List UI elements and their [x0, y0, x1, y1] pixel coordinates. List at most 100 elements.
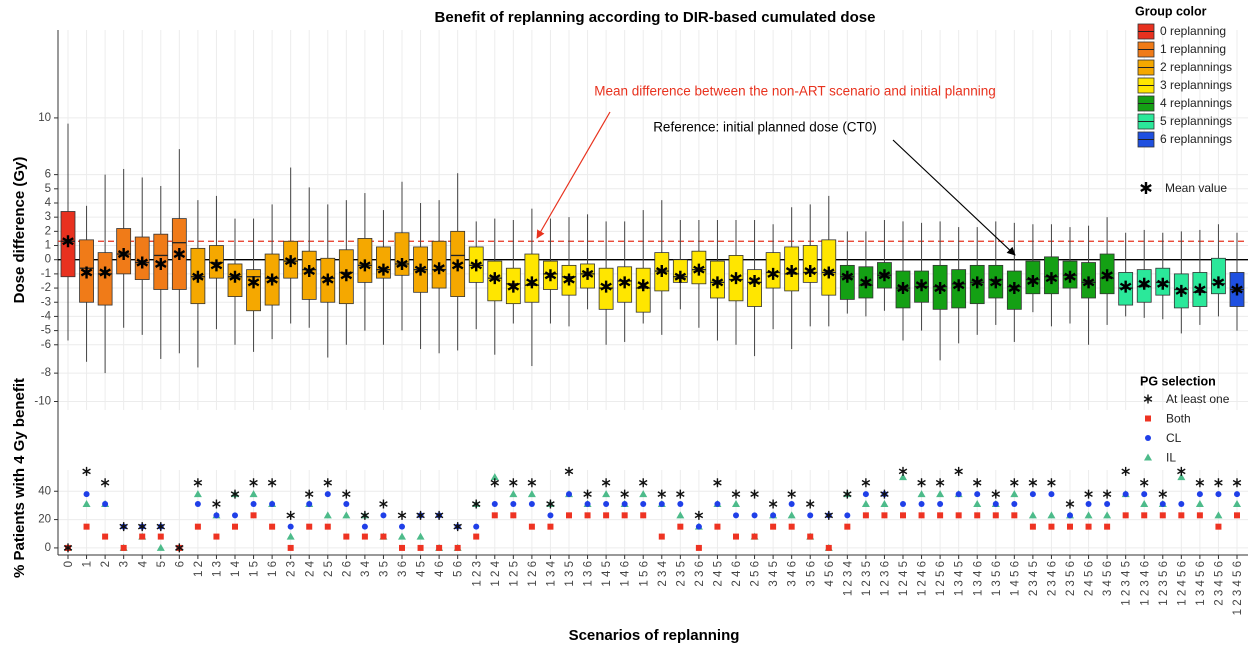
mean-marker [841, 270, 854, 283]
point [269, 501, 276, 507]
point [527, 478, 537, 488]
point [955, 512, 962, 519]
legend-label: Mean value [1165, 181, 1227, 195]
point [83, 523, 90, 530]
y-tick-label: 1 [45, 240, 51, 252]
legend-label: 3 replannings [1160, 78, 1232, 92]
point [1084, 489, 1093, 499]
legend-swatch [1140, 182, 1152, 194]
y-tick-label: -10 [34, 396, 51, 408]
mean-marker [507, 280, 520, 293]
point [992, 501, 999, 507]
y-tick-label: 40 [38, 485, 51, 497]
mean-marker [210, 259, 223, 272]
point [1159, 512, 1166, 519]
x-tick-label: 6 [174, 561, 186, 567]
x-tick-label: 2 3 [286, 561, 298, 577]
point [82, 500, 91, 507]
mean-marker [674, 270, 687, 283]
point [194, 523, 201, 530]
point [676, 511, 685, 519]
mean-marker [600, 280, 612, 293]
mean-marker [488, 272, 501, 285]
mean-marker [99, 266, 111, 279]
mean-marker [655, 265, 668, 278]
point [787, 511, 796, 519]
mean-marker [544, 269, 557, 282]
x-tick-label: 1 2 [193, 561, 205, 577]
point [1104, 523, 1111, 530]
box [1211, 257, 1226, 295]
x-tick-label: 1 2 3 4 6 [1139, 561, 1151, 606]
mean-marker [266, 273, 278, 286]
mean-marker [563, 273, 575, 286]
point [917, 478, 926, 488]
y-tick-label: 4 [45, 197, 52, 209]
legend-swatch [1145, 435, 1151, 441]
point [528, 501, 535, 507]
annotation: Reference: initial planned dose (CT0) [653, 120, 877, 135]
point [1233, 500, 1241, 507]
legend-label: Both [1166, 412, 1191, 426]
point [695, 544, 702, 551]
x-tick-label: 2 [100, 561, 112, 567]
point [880, 500, 889, 507]
mean-marker [526, 276, 538, 289]
mean-marker [711, 276, 724, 289]
point [639, 490, 648, 498]
point [918, 512, 925, 519]
y-axis-title: Dose difference (Gy) [11, 157, 28, 304]
point [324, 491, 331, 498]
point [917, 490, 926, 498]
x-tick-label: 1 2 4 5 [898, 561, 910, 596]
point [640, 501, 647, 507]
point [566, 512, 572, 519]
x-tick-label: 1 [82, 561, 94, 567]
point [862, 512, 869, 519]
point [267, 478, 277, 488]
mean-marker [62, 235, 74, 248]
point [306, 501, 313, 507]
point [733, 512, 739, 519]
point [584, 501, 591, 507]
mean-marker [1064, 270, 1076, 283]
point [379, 499, 388, 509]
point [640, 512, 647, 519]
mean-marker [1045, 272, 1058, 285]
x-tick-label: 2 5 [323, 561, 335, 577]
point [1122, 512, 1129, 519]
x-tick-label: 1 3 4 [545, 560, 557, 586]
point [361, 533, 368, 540]
mean-marker [80, 266, 93, 279]
x-tick-label: 2 3 4 6 [1046, 561, 1058, 596]
mean-marker [1138, 277, 1151, 290]
point [342, 489, 351, 499]
point [787, 489, 796, 499]
point [471, 499, 481, 509]
x-tick-label: 1 2 6 [527, 561, 539, 587]
point [603, 512, 610, 519]
mean-marker [897, 282, 909, 295]
mean-marker [971, 276, 984, 289]
point [770, 512, 777, 519]
x-tick-label: 5 6 [453, 561, 465, 577]
legend-label: 6 replannings [1160, 132, 1232, 146]
x-tick-label: 2 3 5 6 [1065, 561, 1077, 596]
point [1028, 511, 1037, 519]
y-tick-label: -4 [41, 310, 52, 322]
y-tick-label: 0 [45, 254, 51, 266]
point [1122, 491, 1129, 498]
point [82, 466, 91, 476]
point [881, 512, 888, 519]
point [807, 533, 814, 540]
point [937, 501, 944, 507]
point [323, 478, 333, 488]
mean-marker [952, 279, 965, 292]
point [900, 512, 906, 519]
legend: Group color 0 replanning 1 replanning 2 rep… [1135, 4, 1232, 464]
point [621, 512, 628, 519]
point [194, 501, 201, 507]
point [788, 501, 795, 507]
mean-marker [303, 265, 316, 278]
legend-swatch [1144, 453, 1152, 461]
